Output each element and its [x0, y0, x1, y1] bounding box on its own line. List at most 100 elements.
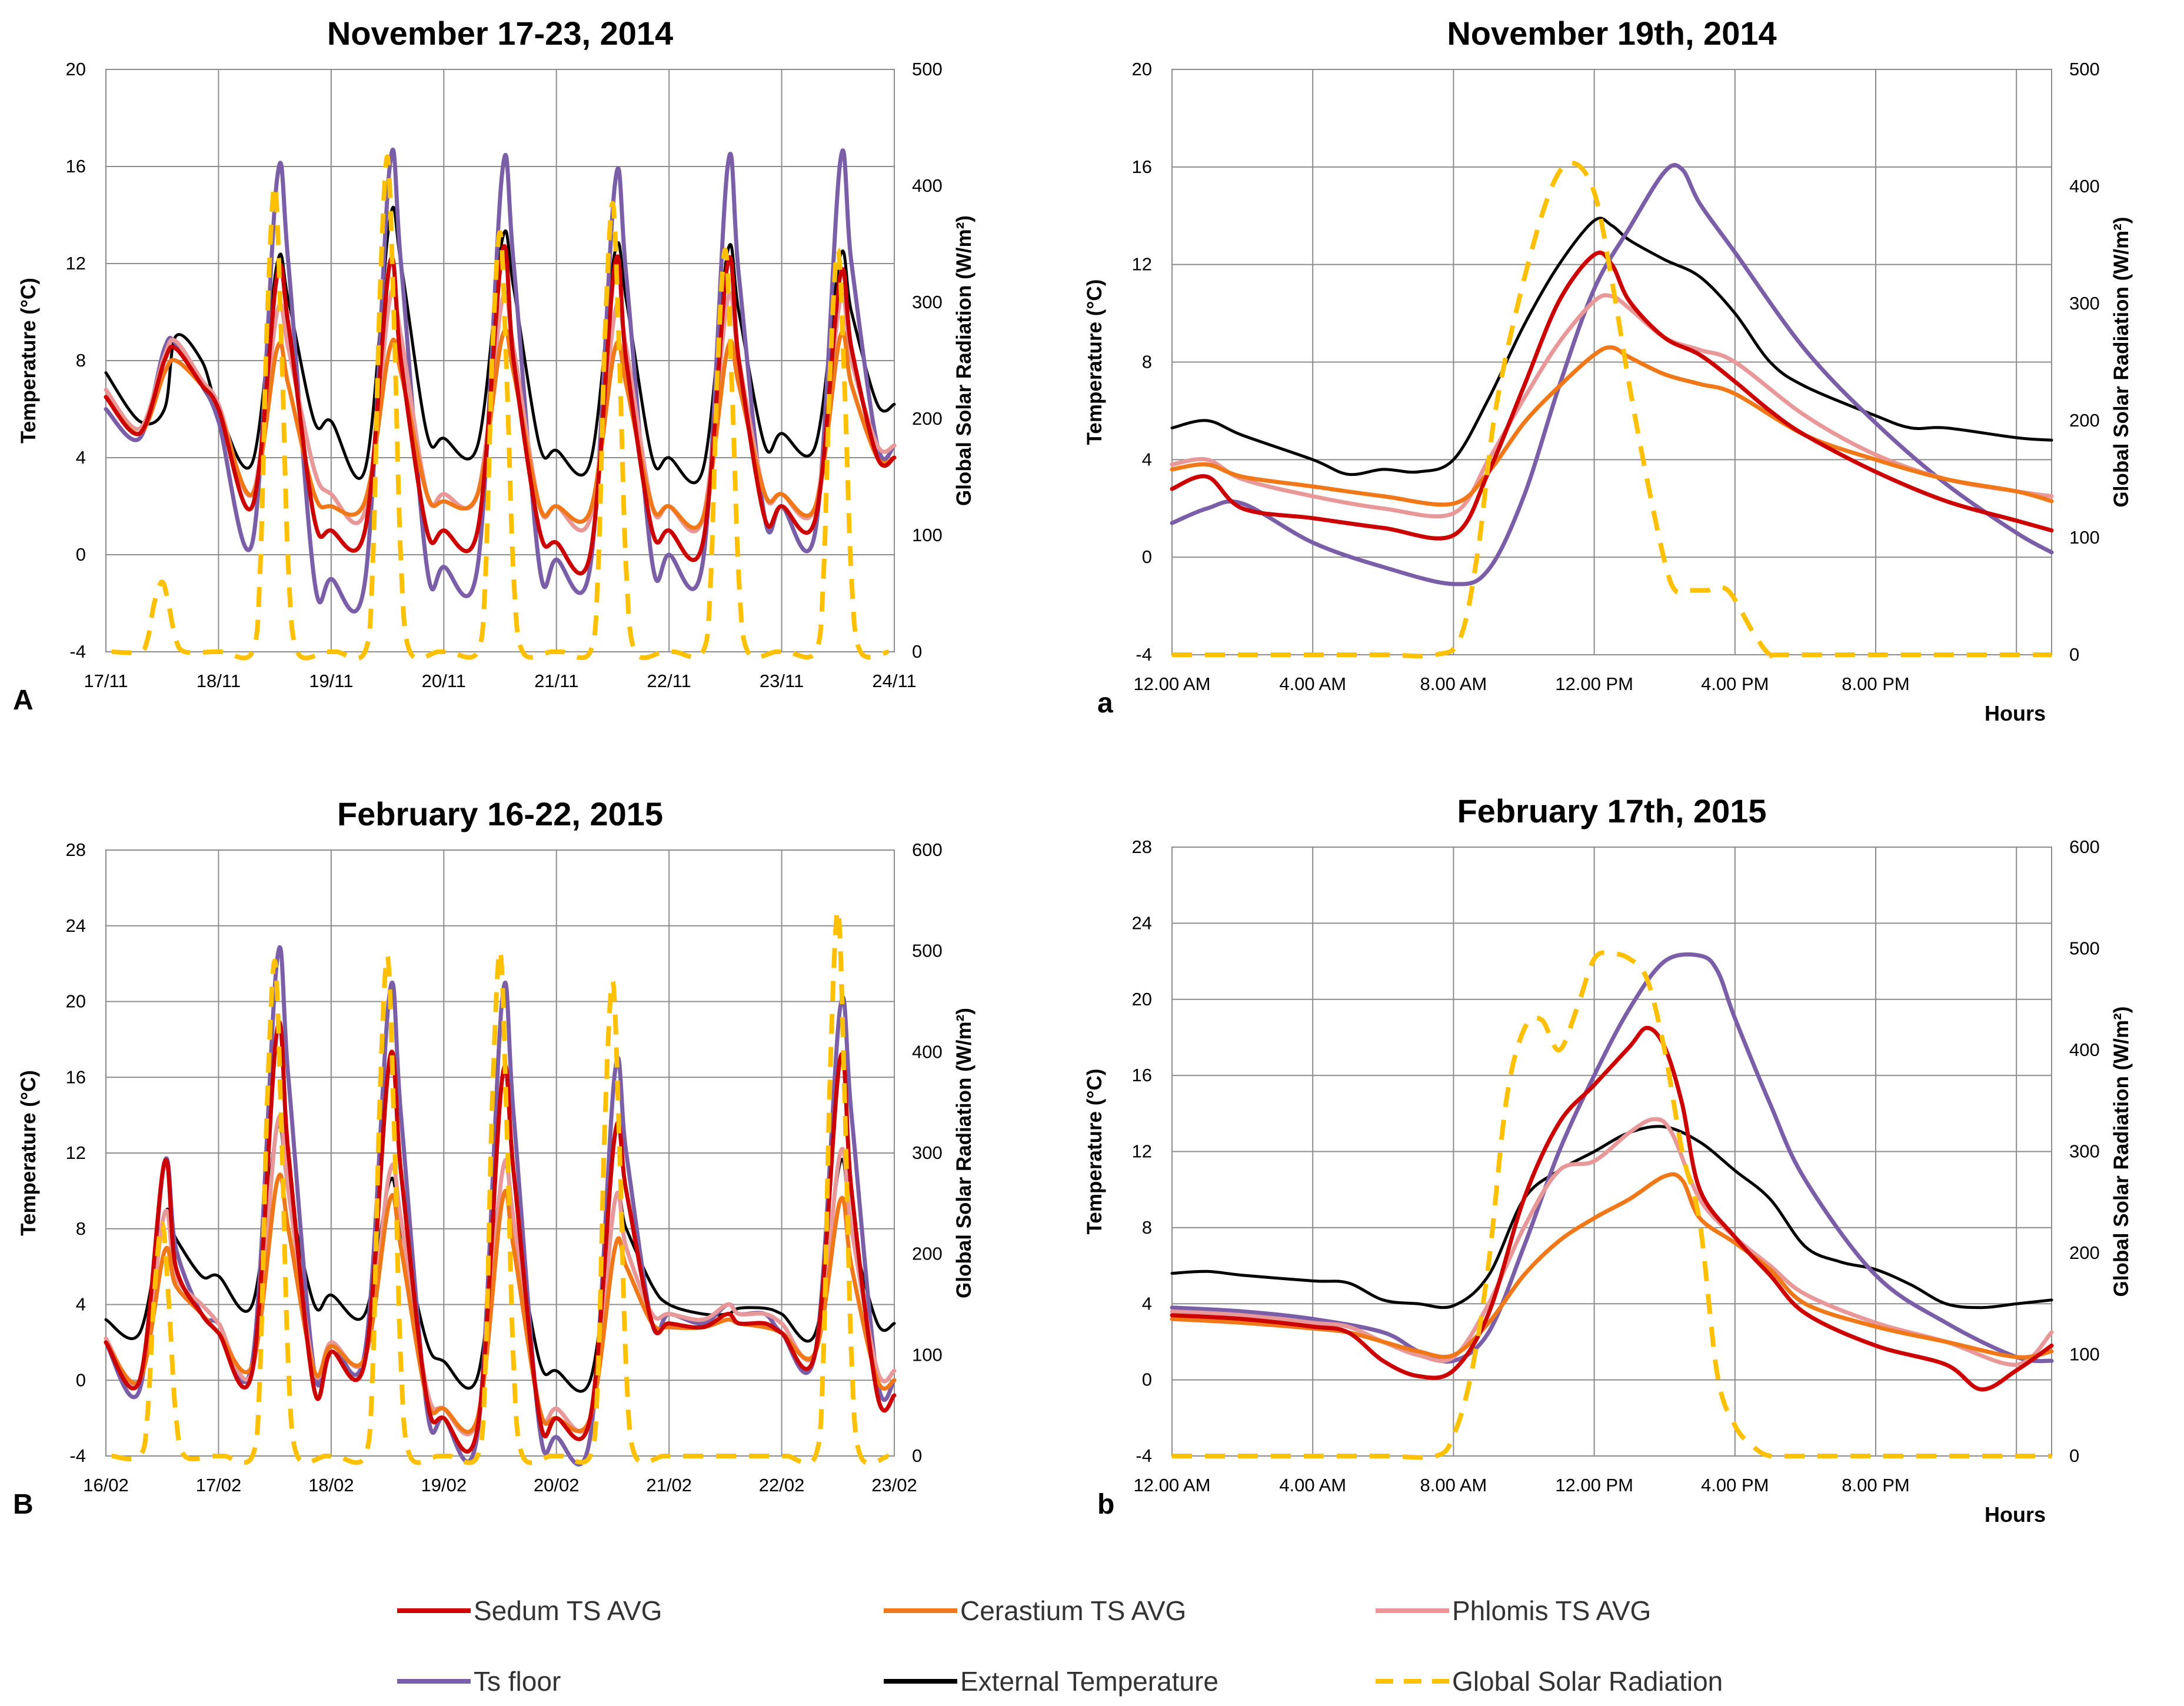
legend: Sedum TS AVG Cerastium TS AVG Phlomis TS A…	[397, 1595, 1723, 1697]
x-tick-label: 12.00 AM	[1134, 674, 1211, 694]
y-tick-label: 8	[1142, 352, 1152, 372]
y-tick-label: 0	[1142, 547, 1152, 567]
y-tick-label: -4	[69, 1445, 86, 1466]
x-tick-label: 21/02	[646, 1475, 692, 1495]
panel-letter: A	[13, 685, 34, 716]
series-line-ts-floor	[1170, 952, 2054, 1364]
y2-tick-label: 0	[912, 1445, 922, 1466]
legend-label: Cerastium TS AVG	[960, 1595, 1186, 1626]
y-tick-label: -4	[69, 641, 86, 662]
series-line-solar	[111, 154, 890, 661]
y2-tick-label: 400	[912, 1041, 943, 1062]
y2-tick-label: 400	[912, 175, 943, 196]
x-tick-label: 4.00 PM	[1701, 1475, 1769, 1495]
legend-item-solar: Global Solar Radiation	[1376, 1666, 1723, 1697]
y2-tick-label: 100	[2069, 527, 2100, 548]
y-tick-label: -4	[1136, 644, 1152, 665]
y-tick-label: 20	[66, 991, 86, 1012]
y2-tick-label: 500	[2069, 59, 2100, 79]
y2-tick-label: 200	[912, 408, 943, 429]
y2-tick-label: 600	[2069, 837, 2100, 857]
series-line-external	[104, 1122, 896, 1393]
x-tick-label: 19/11	[309, 671, 353, 691]
y2-tick-label: 600	[912, 839, 943, 860]
series-line-ts-floor	[104, 147, 897, 614]
series-line-cerastium	[1170, 1172, 2054, 1360]
series-line-sedum	[1170, 251, 2054, 541]
x-tick-label: 12.00 PM	[1555, 674, 1633, 694]
x-tick-label: 12.00 AM	[1134, 1475, 1211, 1495]
x-tick-label: 8.00 PM	[1842, 1475, 1909, 1495]
y-tick-label: 16	[66, 1067, 86, 1087]
x-tick-label: 18/11	[197, 671, 241, 691]
y-tick-label: 8	[76, 1218, 86, 1239]
series-line-solar	[111, 908, 890, 1466]
x-tick-label: 22/11	[647, 671, 691, 691]
series-line-solar	[1172, 161, 2052, 659]
y2-axis-label: Global Solar Radiation (W/m²)	[953, 215, 976, 506]
y-tick-label: 24	[1132, 912, 1152, 933]
y-axis-label: Temperature (°C)	[1083, 1069, 1106, 1235]
y-tick-label: 12	[66, 1142, 86, 1163]
series-line-ts-floor	[1170, 162, 2054, 587]
series-line-solar	[1172, 950, 2052, 1460]
legend-label: Global Solar Radiation	[1452, 1666, 1723, 1697]
x-tick-label: 21/11	[534, 671, 578, 691]
y2-tick-label: 200	[912, 1244, 943, 1264]
y-tick-label: 28	[66, 839, 86, 860]
y2-tick-label: 0	[2069, 644, 2079, 665]
series-line-phlomis	[1170, 293, 2054, 519]
y2-tick-label: 100	[912, 1344, 943, 1365]
legend-label: External Temperature	[960, 1666, 1218, 1697]
series-line-phlomis	[1170, 1117, 2054, 1367]
x-tick-label: 17/11	[84, 671, 128, 691]
legend-item-phlomis: Phlomis TS AVG	[1376, 1595, 1651, 1626]
y-tick-label: 4	[1142, 1293, 1152, 1314]
x-tick-label: 24/11	[872, 671, 916, 691]
y2-tick-label: 500	[912, 59, 943, 79]
y2-tick-label: 100	[912, 525, 943, 545]
chart-title: November 17-23, 2014	[327, 15, 673, 52]
chart-panel-b: -4 0 4 8 12 16 20 24 28 0 100 200 300 400 500 600 12.00 …	[1083, 792, 2133, 1527]
chart-panel-B: -4 0 4 8 12 16 20 24 28 0 100 200 300 400 500 600 16/02 1…	[13, 795, 976, 1520]
x-tick-label: 4.00 PM	[1701, 674, 1769, 694]
y2-tick-label: 300	[912, 292, 943, 312]
y2-tick-label: 300	[2069, 293, 2100, 314]
y-tick-label: 8	[76, 350, 86, 371]
legend-item-ts-floor: Ts floor	[397, 1666, 561, 1697]
series-line-cerastium	[1170, 345, 2054, 507]
x-axis-label: Hours	[1985, 701, 2046, 725]
series-line-sedum	[104, 1020, 897, 1454]
x-tick-label: 4.00 AM	[1279, 674, 1346, 694]
x-tick-label: 8.00 AM	[1420, 674, 1487, 694]
y-axis-label: Temperature (°C)	[1083, 279, 1106, 445]
chart-title: November 19th, 2014	[1447, 15, 1776, 52]
y-tick-label: 4	[76, 1294, 86, 1315]
series-line-sedum	[104, 244, 897, 576]
y2-axis-label: Global Solar Radiation (W/m²)	[2110, 217, 2133, 508]
y-tick-label: 0	[76, 1370, 86, 1390]
x-tick-label: 23/11	[760, 671, 804, 691]
panel-letter: b	[1097, 1489, 1114, 1520]
y-tick-label: 0	[1142, 1370, 1152, 1390]
x-tick-label: 23/02	[871, 1475, 917, 1495]
y-tick-label: 12	[1132, 1141, 1152, 1162]
legend-item-cerastium: Cerastium TS AVG	[884, 1595, 1186, 1626]
panel-letter: a	[1097, 688, 1113, 719]
y2-tick-label: 100	[2069, 1344, 2100, 1365]
x-tick-label: 16/02	[83, 1475, 129, 1495]
series-line-phlomis	[104, 1114, 897, 1437]
series-line-cerastium	[104, 1172, 897, 1434]
legend-label: Ts floor	[474, 1666, 561, 1697]
y2-tick-label: 500	[912, 941, 943, 961]
y2-tick-label: 200	[2069, 410, 2100, 431]
x-axis-label: Hours	[1985, 1502, 2046, 1527]
y-tick-label: 28	[1132, 837, 1152, 857]
legend-label: Phlomis TS AVG	[1452, 1595, 1651, 1626]
legend-item-sedum: Sedum TS AVG	[397, 1595, 662, 1626]
y2-tick-label: 400	[2069, 176, 2100, 196]
y2-tick-label: 300	[2069, 1141, 2100, 1162]
chart-title: February 17th, 2015	[1457, 792, 1766, 829]
